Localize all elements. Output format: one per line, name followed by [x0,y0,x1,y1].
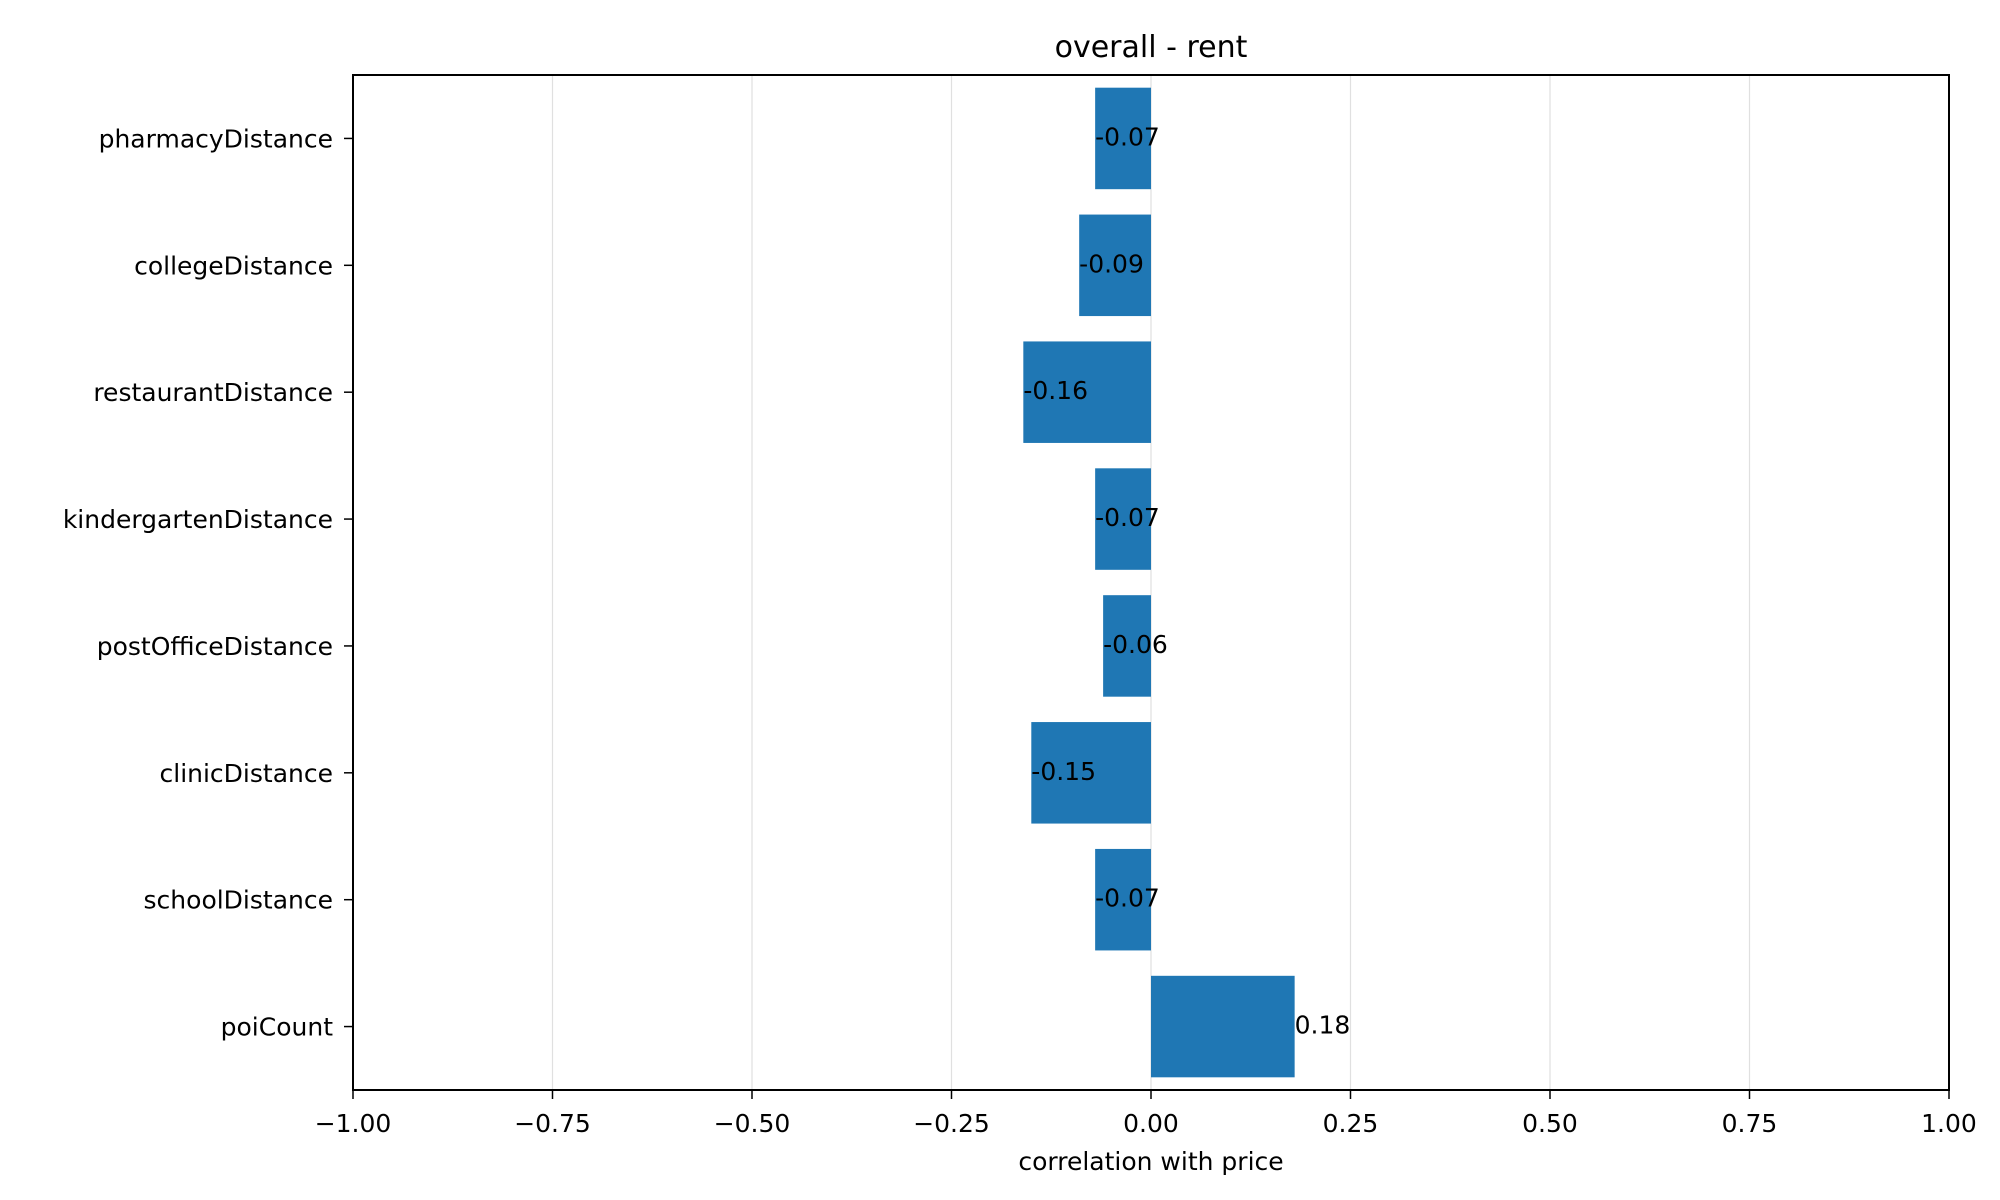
x-tick-label: −0.25 [913,1109,990,1138]
chart-title: overall - rent [1055,30,1248,65]
x-tick-label: 0.00 [1123,1109,1179,1138]
category-label: pharmacyDistance [99,124,333,153]
x-tick-label: −0.75 [514,1109,591,1138]
category-label: clinicDistance [160,759,334,788]
data-label: -0.15 [1031,757,1096,786]
data-label: -0.06 [1103,630,1168,659]
bar [1151,975,1295,1078]
bar [1023,341,1151,443]
category-label: collegeDistance [134,251,333,280]
x-tick-label: 0.50 [1522,1109,1578,1138]
data-label: -0.16 [1023,376,1088,405]
x-tick-label: −0.50 [714,1109,791,1138]
bar [1031,722,1151,824]
bar [1095,87,1151,190]
bar [1079,214,1151,317]
data-labels: -0.07 -0.09 -0.16 -0.07 -0.06 -0.15 -0.07 0.18 [1023,122,1350,1039]
x-axis-label: correlation with price [1018,1147,1283,1176]
x-axis-ticks: −1.00 −0.75 −0.50 −0.25 0.00 0.25 0.50 0.75 1.00 [315,1090,1977,1138]
x-tick-label: 0.75 [1722,1109,1778,1138]
data-label: -0.07 [1095,122,1160,151]
x-tick-label: 0.25 [1323,1109,1379,1138]
bar [1095,468,1151,570]
category-labels: pharmacyDistance collegeDistance restauran… [63,124,353,1042]
x-tick-label: −1.00 [315,1109,392,1138]
data-label: -0.09 [1079,249,1144,278]
data-label: -0.07 [1095,503,1160,532]
data-label: -0.07 [1095,884,1160,913]
plot-frame [352,74,1950,1091]
bars [1023,87,1295,1078]
category-label: poiCount [221,1013,334,1042]
category-label: postOfficeDistance [97,632,333,661]
data-label: 0.18 [1295,1011,1351,1040]
category-label: restaurantDistance [93,378,333,407]
bar [1103,595,1151,697]
bar [1095,848,1151,951]
category-label: kindergartenDistance [63,505,333,534]
category-label: schoolDistance [144,886,333,915]
x-tick-label: 1.00 [1921,1109,1977,1138]
